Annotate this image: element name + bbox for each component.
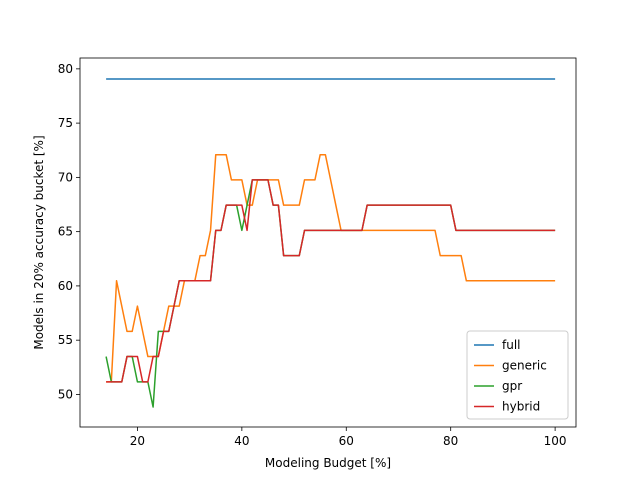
x-tick-label: 40 (234, 434, 249, 448)
legend-label-generic: generic (502, 359, 547, 373)
y-tick-label: 55 (58, 333, 73, 347)
legend-label-full: full (502, 338, 521, 352)
legend-label-gpr: gpr (502, 379, 522, 393)
axes-frame (79, 57, 577, 428)
x-axis-label: Modeling Budget [%] (265, 456, 391, 470)
y-tick-label: 70 (58, 170, 73, 184)
series-layer (105, 78, 556, 408)
y-tick-label: 60 (58, 279, 73, 293)
legend: full generic gpr hybrid (466, 330, 569, 420)
x-tick-label: 80 (443, 434, 458, 448)
legend-box (466, 330, 569, 420)
y-tick-label: 65 (58, 225, 73, 239)
x-tick-label: 20 (130, 434, 145, 448)
x-tick-label: 60 (339, 434, 354, 448)
y-axis: 50 55 60 65 70 75 80 (58, 62, 80, 401)
y-tick-label: 80 (58, 62, 73, 76)
series-line-hybrid (106, 179, 556, 383)
legend-label-hybrid: hybrid (502, 400, 540, 414)
x-axis: 20 40 60 80 100 (130, 427, 567, 448)
y-tick-label: 50 (58, 387, 73, 401)
y-axis-label: Models in 20% accuracy bucket [%] (32, 135, 46, 349)
x-tick-label: 100 (544, 434, 567, 448)
y-tick-label: 75 (58, 116, 73, 130)
